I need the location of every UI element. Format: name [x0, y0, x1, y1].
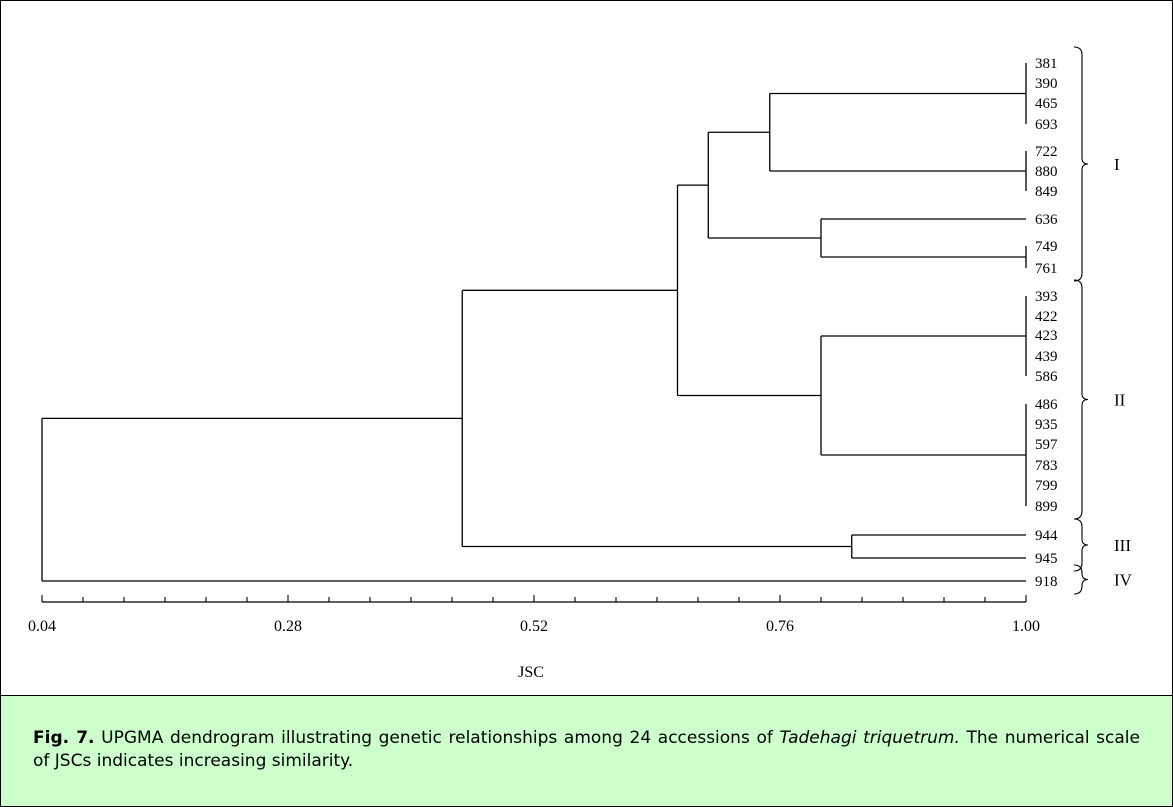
leaf-label-899: 899 [1035, 499, 1058, 515]
cluster-label-II: II [1114, 391, 1126, 410]
caption-text-tail: The numerical scale of JSCs indicates in… [33, 728, 1140, 771]
leaf-label-849: 849 [1035, 184, 1058, 200]
dendrogram-branches [41, 63, 1027, 582]
leaf-label-693: 693 [1035, 117, 1058, 133]
cluster-brace-III [1073, 518, 1089, 572]
figure-caption: Fig. 7. UPGMA dendrogram illustrating ge… [1, 695, 1172, 806]
leaf-label-749: 749 [1035, 239, 1058, 255]
leaf-label-465: 465 [1035, 96, 1058, 112]
caption-species: Tadehagi triquetrum. [779, 728, 960, 748]
cluster-brace-I [1073, 46, 1089, 282]
leaf-label-945: 945 [1035, 551, 1058, 567]
leaf-label-586: 586 [1035, 369, 1058, 385]
leaf-label-944: 944 [1035, 528, 1058, 544]
leaf-labels: 381 390 465 693 722 880 849 636 749 761 393 422 423 4… [1035, 56, 1058, 590]
leaf-label-422: 422 [1035, 309, 1058, 325]
leaf-label-880: 880 [1035, 164, 1058, 180]
leaf-label-761: 761 [1035, 261, 1058, 277]
leaf-label-783: 783 [1035, 458, 1058, 474]
leaf-label-636: 636 [1035, 212, 1058, 228]
leaf-label-722: 722 [1035, 144, 1058, 160]
cluster-label-IV: IV [1114, 571, 1133, 590]
caption-figure-label: Fig. 7. [33, 728, 95, 748]
cluster-brace-IV [1073, 564, 1089, 595]
cluster-label-III: III [1114, 536, 1131, 555]
x-axis: 0.04 0.28 0.52 0.76 1.00 [28, 595, 1040, 635]
x-tick-label-0.04: 0.04 [28, 618, 56, 635]
leaf-label-390: 390 [1035, 76, 1058, 92]
dendrogram-plot: 381 390 465 693 722 880 849 636 749 761 393 422 423 4… [28, 46, 1133, 681]
x-tick-label-0.76: 0.76 [766, 618, 794, 635]
cluster-label-I: I [1114, 155, 1120, 174]
leaf-label-799: 799 [1035, 478, 1058, 494]
leaf-label-918: 918 [1035, 574, 1058, 590]
leaf-label-423: 423 [1035, 328, 1058, 344]
cluster-brace-II [1073, 279, 1089, 520]
leaf-label-393: 393 [1035, 289, 1058, 305]
x-tick-label-1.00: 1.00 [1012, 618, 1040, 635]
leaf-label-439: 439 [1035, 349, 1058, 365]
leaf-label-597: 597 [1035, 437, 1058, 453]
leaf-label-486: 486 [1035, 397, 1058, 413]
x-tick-label-0.52: 0.52 [520, 618, 548, 635]
caption-text: UPGMA dendrogram illustrating genetic re… [94, 728, 780, 748]
leaf-label-935: 935 [1035, 417, 1058, 433]
leaf-label-381: 381 [1035, 56, 1058, 72]
x-axis-label: JSC [518, 664, 544, 681]
x-tick-label-0.28: 0.28 [274, 618, 302, 635]
